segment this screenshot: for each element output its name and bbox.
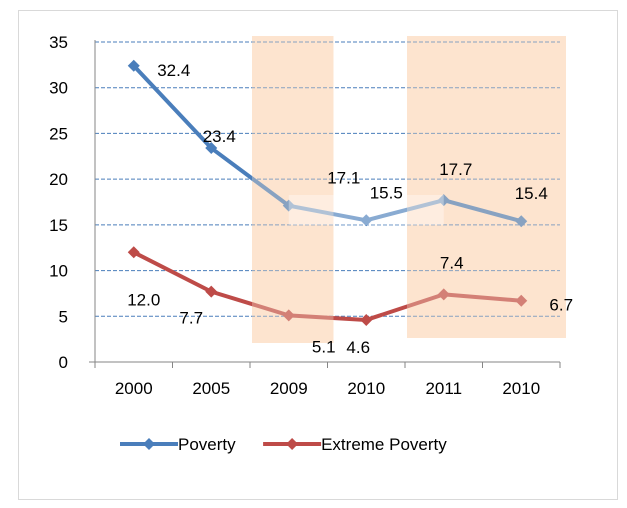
data-label: 7.7	[179, 309, 203, 328]
y-tick-label: 0	[59, 353, 68, 372]
highlight-band-overlay	[252, 36, 334, 343]
data-label: 7.4	[440, 253, 464, 272]
series-line	[132, 250, 522, 322]
y-tick-label: 15	[49, 216, 68, 235]
data-point	[360, 313, 373, 326]
data-point	[127, 59, 140, 72]
series-line	[132, 64, 522, 224]
data-label: 4.6	[346, 338, 370, 357]
fade-overlay	[288, 195, 444, 225]
data-point	[360, 214, 373, 227]
x-tick-label: 2010	[347, 379, 385, 398]
data-label: 5.1	[312, 337, 336, 356]
x-tick-label: 2000	[115, 379, 153, 398]
x-tick-label: 2005	[192, 379, 230, 398]
data-label: 17.1	[327, 169, 360, 188]
y-tick-label: 35	[49, 33, 68, 52]
highlight-band	[407, 36, 566, 338]
y-tick-label: 25	[49, 124, 68, 143]
data-label: 32.4	[157, 61, 190, 80]
legend-label: Extreme Poverty	[321, 435, 447, 454]
data-point	[437, 194, 450, 207]
x-tick-label: 2009	[270, 379, 308, 398]
data-point	[515, 215, 528, 228]
highlight-band-overlay	[407, 36, 566, 338]
legend-label: Poverty	[178, 435, 236, 454]
x-tick-label: 2011	[425, 379, 462, 398]
chart-frame	[18, 10, 618, 500]
data-point	[205, 285, 218, 298]
legend-swatch-marker	[143, 438, 155, 450]
y-tick-label: 10	[49, 262, 68, 281]
data-point	[205, 142, 218, 155]
data-label: 6.7	[549, 296, 573, 315]
data-point	[282, 309, 295, 322]
x-tick-label: 2010	[502, 379, 540, 398]
data-point	[127, 246, 140, 259]
y-tick-label: 20	[49, 170, 68, 189]
y-tick-label: 30	[49, 79, 68, 98]
data-label: 12.0	[127, 290, 160, 309]
y-tick-label: 5	[59, 307, 68, 326]
data-label: 15.5	[370, 183, 403, 202]
data-point	[515, 294, 528, 307]
data-label: 23.4	[203, 127, 236, 146]
data-label: 15.4	[515, 184, 548, 203]
data-point	[437, 288, 450, 301]
data-point	[282, 199, 295, 212]
data-label: 17.7	[439, 160, 472, 179]
legend-swatch-marker	[286, 438, 299, 450]
